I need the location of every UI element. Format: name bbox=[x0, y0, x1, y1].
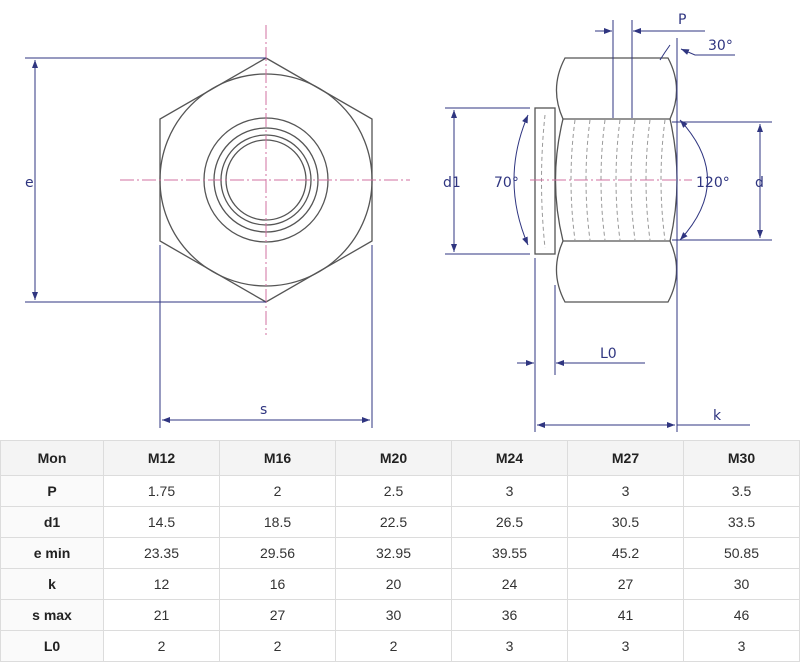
table-cell: 12 bbox=[103, 568, 220, 600]
table-cell: 16 bbox=[219, 568, 336, 600]
row-header-cell: d1 bbox=[0, 506, 104, 538]
row-header-cell: P bbox=[0, 475, 104, 507]
header-cell: Mon bbox=[0, 440, 104, 476]
table-cell: 3 bbox=[567, 475, 684, 507]
table-cell: 29.56 bbox=[219, 537, 336, 569]
table-cell: 23.35 bbox=[103, 537, 220, 569]
table-cell: 3 bbox=[451, 475, 568, 507]
row-header-cell: L0 bbox=[0, 630, 104, 662]
table-cell: 18.5 bbox=[219, 506, 336, 538]
table-header-row: Mon M12 M16 M20 M24 M27 M30 bbox=[0, 440, 800, 476]
d1-label: d1 bbox=[443, 175, 461, 191]
table-cell: 30 bbox=[335, 599, 452, 631]
thread-hatching bbox=[541, 114, 666, 249]
table-cell: 30 bbox=[683, 568, 800, 600]
table-cell: 36 bbox=[451, 599, 568, 631]
l0-label: L0 bbox=[600, 346, 617, 362]
angle-120-label: 120° bbox=[696, 175, 730, 191]
table-cell: 39.55 bbox=[451, 537, 568, 569]
header-cell: M16 bbox=[219, 440, 336, 476]
table-cell: 3 bbox=[567, 630, 684, 662]
row-header-cell: k bbox=[0, 568, 104, 600]
table-cell: 3 bbox=[683, 630, 800, 662]
front-centerlines bbox=[120, 25, 410, 335]
header-cell: M30 bbox=[683, 440, 800, 476]
side-dimensions bbox=[445, 20, 772, 432]
d-label: d bbox=[755, 175, 764, 191]
table-cell: 41 bbox=[567, 599, 684, 631]
table-row: P 1.75 2 2.5 3 3 3.5 bbox=[0, 475, 800, 507]
table-cell: 2 bbox=[103, 630, 220, 662]
angle-30-label: 30° bbox=[708, 38, 733, 54]
table-cell: 2 bbox=[335, 630, 452, 662]
table-cell: 21 bbox=[103, 599, 220, 631]
table-cell: 20 bbox=[335, 568, 452, 600]
table-row: L0 2 2 2 3 3 3 bbox=[0, 630, 800, 662]
table-cell: 24 bbox=[451, 568, 568, 600]
row-header-cell: s max bbox=[0, 599, 104, 631]
table-cell: 30.5 bbox=[567, 506, 684, 538]
header-cell: M27 bbox=[567, 440, 684, 476]
table-cell: 2 bbox=[219, 475, 336, 507]
angle-70-label: 70° bbox=[494, 175, 519, 191]
front-dimensions bbox=[25, 57, 373, 428]
table-cell: 2.5 bbox=[335, 475, 452, 507]
k-label: k bbox=[713, 408, 722, 424]
s-label: s bbox=[260, 402, 267, 418]
p-label: P bbox=[678, 12, 686, 28]
table-row: s max 21 27 30 36 41 46 bbox=[0, 599, 800, 631]
table-cell: 1.75 bbox=[103, 475, 220, 507]
dimension-table: Mon M12 M16 M20 M24 M27 M30 P 1.75 2 2.5 3 3 3… bbox=[0, 440, 800, 662]
header-cell: M20 bbox=[335, 440, 452, 476]
e-label: e bbox=[25, 175, 34, 191]
row-header-cell: e min bbox=[0, 537, 104, 569]
table-cell: 27 bbox=[219, 599, 336, 631]
table-cell: 3 bbox=[451, 630, 568, 662]
table-cell: 3.5 bbox=[683, 475, 800, 507]
table-cell: 26.5 bbox=[451, 506, 568, 538]
table-cell: 33.5 bbox=[683, 506, 800, 538]
table-cell: 27 bbox=[567, 568, 684, 600]
table-cell: 32.95 bbox=[335, 537, 452, 569]
table-cell: 50.85 bbox=[683, 537, 800, 569]
table-cell: 2 bbox=[219, 630, 336, 662]
nut-technical-drawing: e s d1 70° 120° bbox=[25, 12, 772, 432]
table-row: e min 23.35 29.56 32.95 39.55 45.2 50.85 bbox=[0, 537, 800, 569]
header-cell: M24 bbox=[451, 440, 568, 476]
table-cell: 45.2 bbox=[567, 537, 684, 569]
table-cell: 14.5 bbox=[103, 506, 220, 538]
table-row: k 12 16 20 24 27 30 bbox=[0, 568, 800, 600]
table-row: d1 14.5 18.5 22.5 26.5 30.5 33.5 bbox=[0, 506, 800, 538]
header-cell: M12 bbox=[103, 440, 220, 476]
table-cell: 46 bbox=[683, 599, 800, 631]
table-cell: 22.5 bbox=[335, 506, 452, 538]
